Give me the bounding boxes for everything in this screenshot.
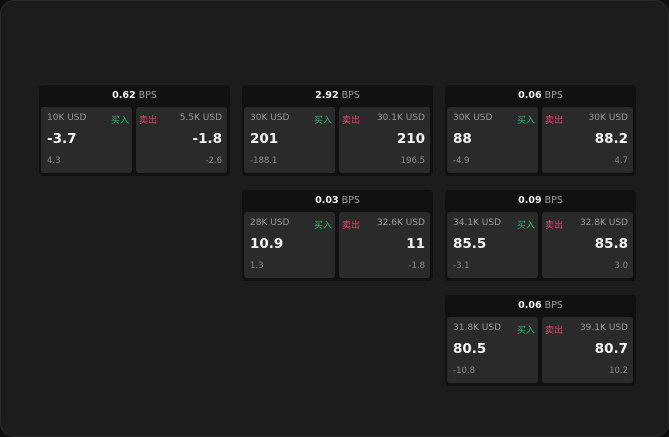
- sell-label: 卖出: [139, 116, 158, 126]
- buy-button[interactable]: 34.1K USD 买入 85.5 -3.1: [447, 212, 538, 278]
- spread-header: 0.06 BPS: [445, 295, 636, 316]
- buy-label: 买入: [110, 116, 129, 126]
- ask-size: 32.6K USD: [376, 218, 425, 228]
- spread-header: 0.62 BPS: [39, 85, 230, 106]
- spread-header: 0.06 BPS: [445, 85, 636, 106]
- quote-card: 0.06 BPS 30K USD 买入 88 -4.9 卖出 30K USD 8…: [445, 85, 636, 176]
- bid-price: 201: [250, 131, 279, 147]
- ask-price: 85.8: [594, 236, 628, 252]
- spread-value: 0.06: [518, 300, 542, 311]
- spread-unit: BPS: [544, 300, 563, 311]
- spread-unit: BPS: [341, 90, 360, 101]
- buy-label: 买入: [313, 221, 332, 231]
- quote-card: 2.92 BPS 30K USD 买入 201 -188.1 卖出 30.1K …: [242, 85, 433, 176]
- spread-value: 0.03: [315, 195, 339, 206]
- bid-price: -3.7: [47, 131, 77, 147]
- buy-label: 买入: [516, 326, 535, 336]
- ask-change: -1.8: [408, 261, 425, 271]
- bid-change: 1.3: [250, 261, 264, 271]
- bid-change: -188.1: [250, 156, 278, 166]
- sell-button[interactable]: 卖出 5.5K USD -1.8 -2.6: [136, 107, 227, 173]
- buy-label: 买入: [313, 116, 332, 126]
- spread-value: 0.62: [112, 90, 136, 101]
- sell-label: 卖出: [342, 221, 361, 231]
- quote-card: 0.06 BPS 31.8K USD 买入 80.5 -10.8 卖出 39.1…: [445, 295, 636, 386]
- ask-change: 196.5: [400, 156, 425, 166]
- spread-header: 0.09 BPS: [445, 190, 636, 211]
- ask-size: 30.1K USD: [376, 113, 425, 123]
- bid-size: 30K USD: [453, 113, 493, 123]
- spread-unit: BPS: [544, 90, 563, 101]
- sell-label: 卖出: [545, 221, 564, 231]
- buy-button[interactable]: 10K USD 买入 -3.7 4.3: [41, 107, 132, 173]
- spread-unit: BPS: [138, 90, 157, 101]
- ask-change: 3.0: [614, 261, 628, 271]
- ask-price: 88.2: [594, 131, 628, 147]
- buy-button[interactable]: 30K USD 买入 88 -4.9: [447, 107, 538, 173]
- bid-change: -4.9: [453, 156, 470, 166]
- bid-change: 4.3: [47, 156, 61, 166]
- ask-price: -1.8: [192, 131, 222, 147]
- spread-value: 0.06: [518, 90, 542, 101]
- spread-unit: BPS: [544, 195, 563, 206]
- ask-size: 5.5K USD: [179, 113, 222, 123]
- ask-change: -2.6: [205, 156, 222, 166]
- bid-size: 31.8K USD: [453, 323, 502, 333]
- spread-value: 2.92: [315, 90, 339, 101]
- sell-button[interactable]: 卖出 30K USD 88.2 4.7: [542, 107, 633, 173]
- quote-card: 0.62 BPS 10K USD 买入 -3.7 4.3 卖出 5.5K USD…: [39, 85, 230, 176]
- sell-label: 卖出: [545, 326, 564, 336]
- quote-card: 0.09 BPS 34.1K USD 买入 85.5 -3.1 卖出 32.8K…: [445, 190, 636, 281]
- bid-price: 88: [453, 131, 472, 147]
- ask-size: 39.1K USD: [579, 323, 628, 333]
- spread-header: 0.03 BPS: [242, 190, 433, 211]
- ask-price: 11: [406, 236, 425, 252]
- sell-label: 卖出: [342, 116, 361, 126]
- buy-label: 买入: [516, 221, 535, 231]
- bid-price: 10.9: [250, 236, 284, 252]
- bid-size: 10K USD: [47, 113, 87, 123]
- buy-button[interactable]: 28K USD 买入 10.9 1.3: [244, 212, 335, 278]
- ask-change: 4.7: [614, 156, 628, 166]
- ask-price: 210: [396, 131, 425, 147]
- spread-value: 0.09: [518, 195, 542, 206]
- quote-card: 0.03 BPS 28K USD 买入 10.9 1.3 卖出 32.6K US…: [242, 190, 433, 281]
- sell-button[interactable]: 卖出 39.1K USD 80.7 10.2: [542, 317, 633, 383]
- ask-size: 32.8K USD: [579, 218, 628, 228]
- ask-price: 80.7: [594, 341, 628, 357]
- sell-button[interactable]: 卖出 30.1K USD 210 196.5: [339, 107, 430, 173]
- bid-size: 28K USD: [250, 218, 290, 228]
- bid-size: 34.1K USD: [453, 218, 502, 228]
- bid-change: -10.8: [453, 366, 475, 376]
- bid-size: 30K USD: [250, 113, 290, 123]
- bid-price: 80.5: [453, 341, 487, 357]
- ask-size: 30K USD: [588, 113, 628, 123]
- sell-label: 卖出: [545, 116, 564, 126]
- spread-header: 2.92 BPS: [242, 85, 433, 106]
- spread-unit: BPS: [341, 195, 360, 206]
- sell-button[interactable]: 卖出 32.8K USD 85.8 3.0: [542, 212, 633, 278]
- sell-button[interactable]: 卖出 32.6K USD 11 -1.8: [339, 212, 430, 278]
- ask-change: 10.2: [609, 366, 628, 376]
- buy-label: 买入: [516, 116, 535, 126]
- buy-button[interactable]: 31.8K USD 买入 80.5 -10.8: [447, 317, 538, 383]
- buy-button[interactable]: 30K USD 买入 201 -188.1: [244, 107, 335, 173]
- bid-change: -3.1: [453, 261, 470, 271]
- bid-price: 85.5: [453, 236, 487, 252]
